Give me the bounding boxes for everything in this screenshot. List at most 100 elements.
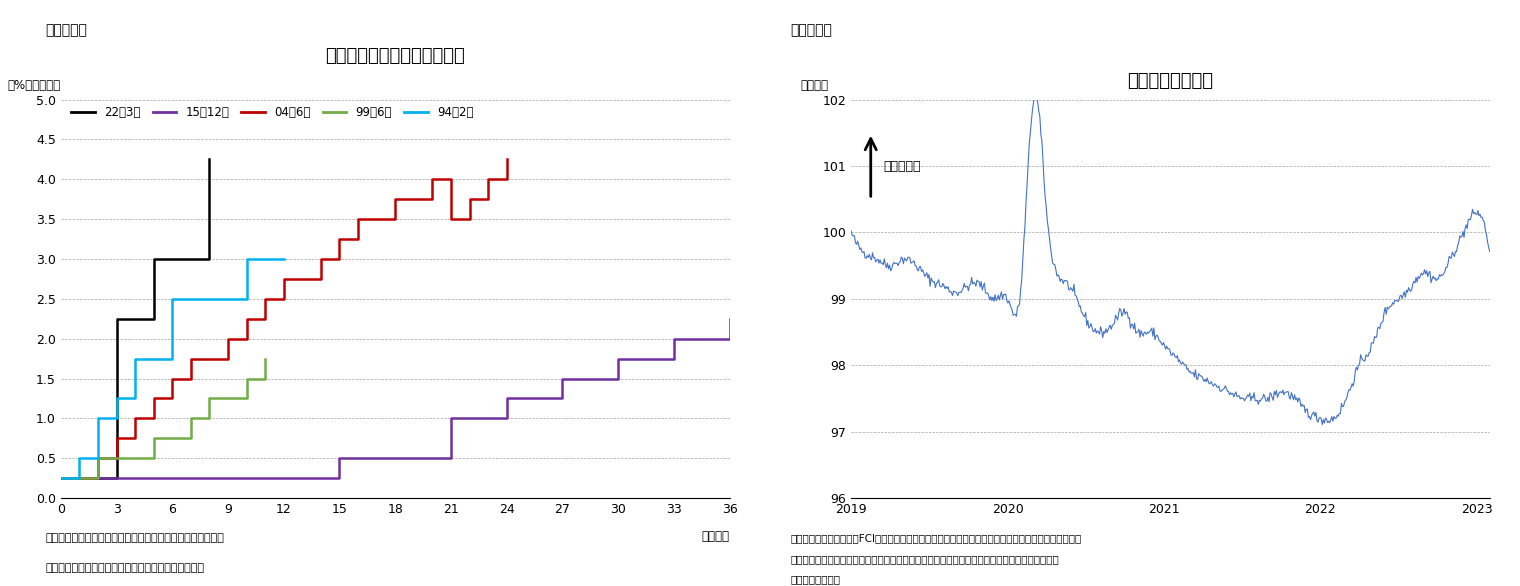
94年2月 — [237, 255, 255, 263]
99年6月 — [108, 455, 126, 462]
Text: 測定する指数: 測定する指数 — [790, 574, 841, 584]
04年6月 — [108, 435, 126, 442]
Text: （%ポイント）: （%ポイント） — [8, 79, 61, 91]
04年6月 — [479, 176, 497, 183]
94年2月 — [126, 355, 144, 362]
Text: （注）初回利上げ開始時からの経過月数と累計の利上げ幅。: （注）初回利上げ開始時からの経過月数と累計の利上げ幅。 — [46, 533, 225, 543]
15年12月 — [52, 475, 70, 482]
15年12月 — [275, 475, 293, 482]
15年12月 — [497, 395, 515, 402]
Line: 22年3月: 22年3月 — [61, 159, 210, 478]
04年6月 — [88, 455, 106, 462]
99年6月 — [88, 455, 106, 462]
99年6月 — [70, 475, 88, 482]
04年6月 — [144, 395, 163, 402]
99年6月 — [144, 435, 163, 442]
22年3月 — [108, 315, 126, 322]
94年2月 — [144, 355, 163, 362]
22年3月 — [70, 475, 88, 482]
15年12月 — [108, 475, 126, 482]
Text: （図表３）: （図表３） — [790, 23, 833, 38]
15年12月 — [610, 355, 628, 362]
15年12月 — [350, 455, 368, 462]
94年2月 — [163, 295, 181, 302]
15年12月 — [553, 375, 572, 382]
04年6月 — [52, 475, 70, 482]
15年12月 — [88, 475, 106, 482]
15年12月 — [182, 475, 201, 482]
99年6月 — [201, 395, 219, 402]
04年6月 — [293, 275, 312, 282]
04年6月 — [312, 255, 330, 263]
04年6月 — [70, 475, 88, 482]
Line: 94年2月: 94年2月 — [61, 259, 284, 478]
04年6月 — [275, 275, 293, 282]
04年6月 — [330, 236, 348, 243]
22年3月 — [88, 475, 106, 482]
15年12月 — [404, 455, 423, 462]
94年2月 — [182, 295, 201, 302]
15年12月 — [255, 475, 274, 482]
Text: （注）金融環境指数は（FCI）はゴールドマン・サックス・グローバル投資調査部が産出する、株式、: （注）金融環境指数は（FCI）はゴールドマン・サックス・グローバル投資調査部が産… — [790, 533, 1082, 543]
04年6月 — [255, 295, 274, 302]
99年6月 — [237, 375, 255, 382]
22年3月 — [126, 315, 144, 322]
15年12月 — [646, 355, 664, 362]
04年6月 — [461, 196, 479, 203]
Text: 引き締まり: 引き締まり — [883, 159, 921, 172]
04年6月 — [497, 156, 515, 163]
15年12月 — [312, 475, 330, 482]
94年2月 — [275, 255, 293, 263]
94年2月 — [52, 475, 70, 482]
Text: （図表２）: （図表２） — [46, 23, 88, 38]
22年3月 — [144, 255, 163, 263]
Line: 04年6月: 04年6月 — [61, 159, 506, 478]
94年2月 — [219, 295, 237, 302]
15年12月 — [144, 475, 163, 482]
99年6月 — [219, 395, 237, 402]
15年12月 — [517, 395, 535, 402]
04年6月 — [126, 415, 144, 422]
94年2月 — [255, 255, 274, 263]
Line: 15年12月: 15年12月 — [61, 319, 730, 478]
15年12月 — [702, 335, 720, 342]
99年6月 — [163, 435, 181, 442]
15年12月 — [386, 455, 404, 462]
Text: （指数）: （指数） — [800, 79, 828, 91]
04年6月 — [423, 176, 441, 183]
Title: 米国金融環境指数: 米国金融環境指数 — [1128, 71, 1213, 90]
04年6月 — [237, 315, 255, 322]
94年2月 — [88, 415, 106, 422]
15年12月 — [126, 475, 144, 482]
15年12月 — [163, 475, 181, 482]
Line: 99年6月: 99年6月 — [61, 359, 264, 478]
15年12月 — [368, 455, 386, 462]
99年6月 — [255, 355, 274, 362]
15年12月 — [590, 375, 608, 382]
22年3月 — [201, 156, 219, 163]
04年6月 — [201, 355, 219, 362]
15年12月 — [664, 335, 682, 342]
15年12月 — [219, 475, 237, 482]
94年2月 — [201, 295, 219, 302]
04年6月 — [219, 335, 237, 342]
04年6月 — [368, 216, 386, 223]
94年2月 — [70, 455, 88, 462]
15年12月 — [237, 475, 255, 482]
15年12月 — [293, 475, 312, 482]
99年6月 — [126, 455, 144, 462]
04年6月 — [404, 196, 423, 203]
15年12月 — [720, 315, 739, 322]
15年12月 — [442, 415, 461, 422]
Text: （資料）ブルームバーグよりニッセイ基礎研究所作成: （資料）ブルームバーグよりニッセイ基礎研究所作成 — [46, 563, 205, 573]
15年12月 — [201, 475, 219, 482]
04年6月 — [182, 355, 201, 362]
04年6月 — [350, 216, 368, 223]
15年12月 — [330, 455, 348, 462]
15年12月 — [535, 395, 553, 402]
99年6月 — [52, 475, 70, 482]
99年6月 — [182, 415, 201, 422]
15年12月 — [423, 455, 441, 462]
15年12月 — [628, 355, 646, 362]
04年6月 — [163, 375, 181, 382]
